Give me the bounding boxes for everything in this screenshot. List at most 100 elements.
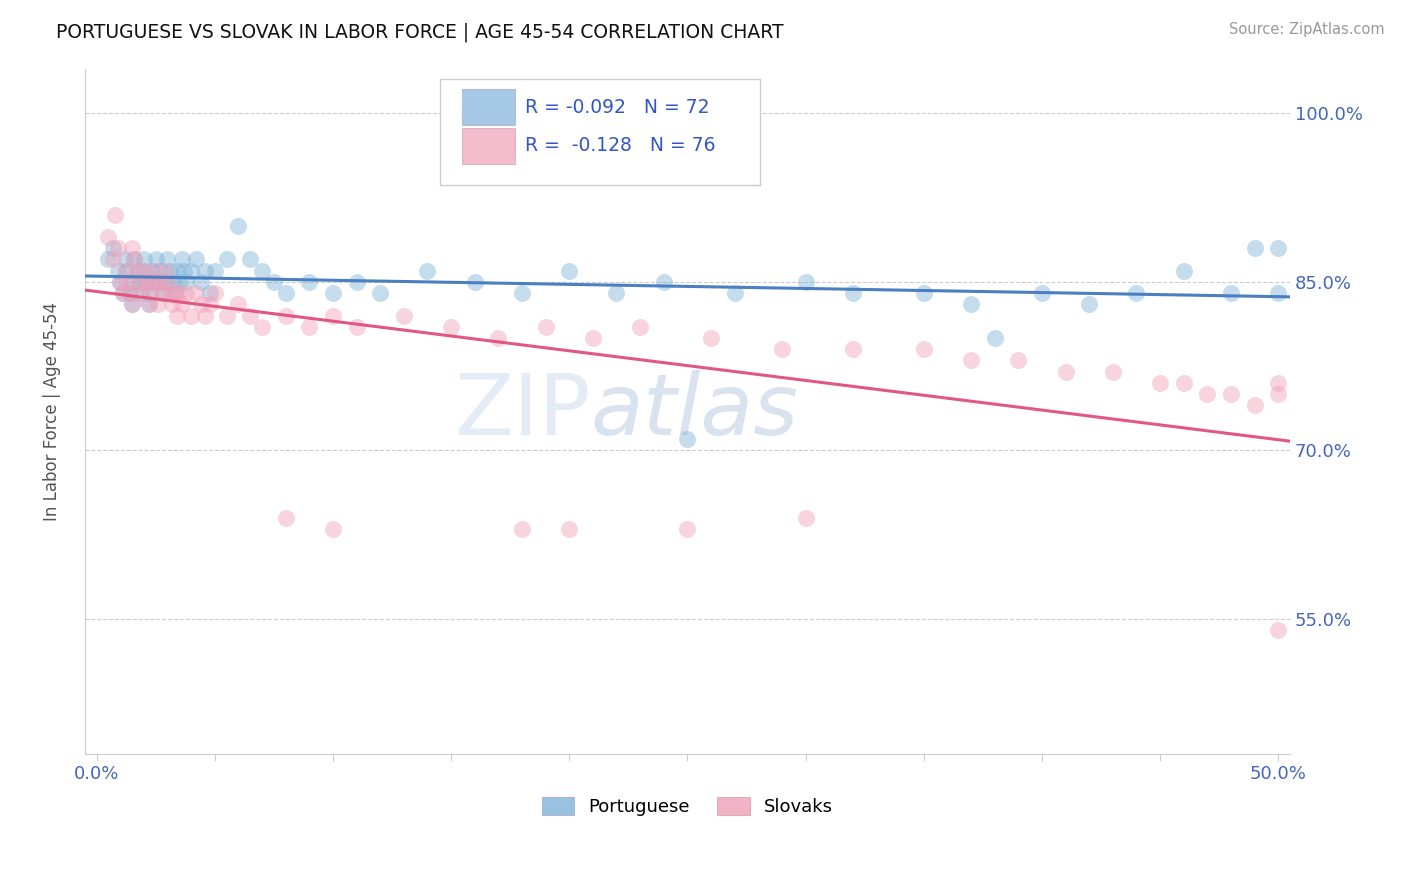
Point [652,275,675,289]
Point [983,331,1005,345]
Point [1267,241,1289,255]
Point [239,252,262,267]
Point [118,286,141,301]
Point [97,252,120,267]
Point [138,297,160,311]
Point [1267,387,1289,401]
Text: R =  -0.128   N = 76: R = -0.128 N = 76 [524,136,716,155]
Text: Source: ZipAtlas.com: Source: ZipAtlas.com [1229,22,1385,37]
Point [842,343,865,357]
Point [198,297,221,311]
Point [121,275,143,289]
Point [97,230,120,244]
Point [125,263,148,277]
Point [184,286,207,301]
Point [132,252,155,267]
Point [842,286,865,301]
Point [107,263,129,277]
Point [159,263,181,277]
Point [204,286,226,301]
Point [163,286,186,301]
Point [160,275,183,289]
Point [250,319,273,334]
Point [204,263,226,277]
Point [1267,376,1289,390]
Point [170,252,193,267]
Point [298,319,321,334]
Point [176,286,198,301]
Point [960,297,983,311]
Point [1243,398,1265,412]
Point [156,275,179,289]
Point [153,263,176,277]
Point [215,252,238,267]
Point [228,297,250,311]
Point [1267,286,1289,301]
Point [118,286,141,301]
Point [146,297,169,311]
Point [215,309,238,323]
Point [416,263,439,277]
Point [194,309,217,323]
Point [322,522,344,536]
Point [558,263,581,277]
Point [912,343,935,357]
Point [139,275,162,289]
Point [131,286,153,301]
Point [960,353,983,368]
Point [117,263,139,277]
Point [700,331,723,345]
Point [298,275,321,289]
Point [1101,365,1123,379]
Point [1149,376,1171,390]
Point [145,275,167,289]
Point [1219,387,1241,401]
Point [170,297,193,311]
Point [131,286,153,301]
Point [1197,387,1219,401]
Point [724,286,747,301]
Point [180,309,202,323]
Point [228,219,250,233]
Point [190,297,212,311]
Point [176,275,198,289]
Point [152,286,174,301]
Point [142,263,165,277]
Point [322,286,344,301]
Point [132,263,155,277]
Point [1173,263,1195,277]
Point [676,432,699,446]
Point [1054,365,1077,379]
Point [1219,286,1241,301]
Point [111,286,134,301]
Point [128,275,150,289]
Point [145,252,167,267]
Point [558,522,581,536]
FancyBboxPatch shape [463,89,515,125]
Point [142,263,165,277]
Point [139,286,162,301]
Point [1031,286,1053,301]
Text: PORTUGUESE VS SLOVAK IN LABOR FORCE | AGE 45-54 CORRELATION CHART: PORTUGUESE VS SLOVAK IN LABOR FORCE | AG… [56,22,785,42]
Legend: Portuguese, Slovaks: Portuguese, Slovaks [534,789,841,823]
Point [322,309,344,323]
Point [114,263,136,277]
Point [107,241,129,255]
Point [180,263,202,277]
Point [166,309,188,323]
Point [1078,297,1101,311]
Point [108,275,131,289]
Point [464,275,486,289]
Point [628,319,651,334]
Point [166,263,188,277]
Point [138,275,160,289]
Point [152,286,174,301]
Text: R = -0.092   N = 72: R = -0.092 N = 72 [524,98,709,117]
Point [794,510,817,524]
Point [1243,241,1265,255]
Point [117,275,139,289]
Point [794,275,817,289]
Point [274,510,297,524]
Point [582,331,605,345]
Point [263,275,285,289]
